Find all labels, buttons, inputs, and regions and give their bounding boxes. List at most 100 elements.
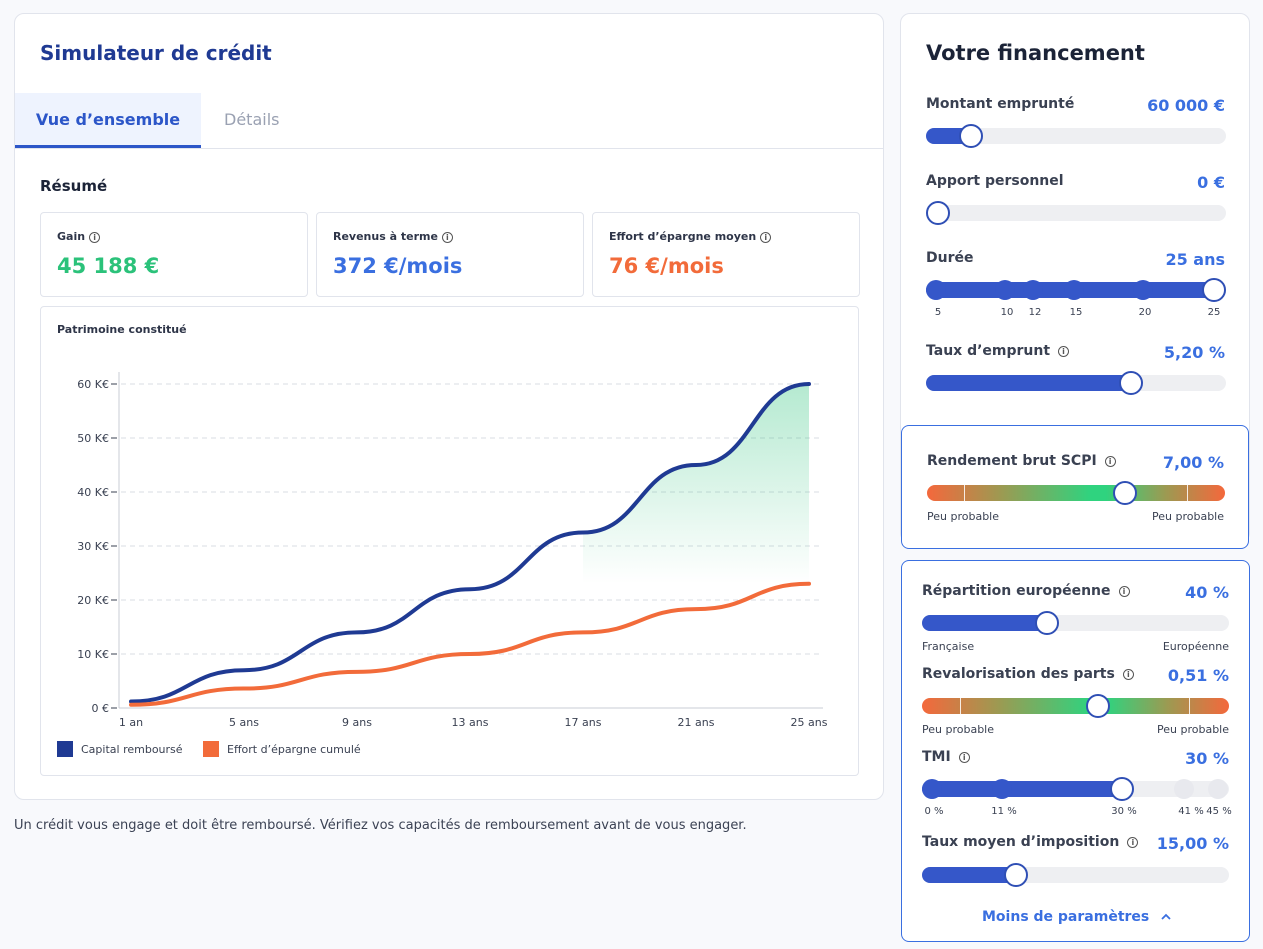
kpi-effort-value: 76 €/mois xyxy=(609,254,724,278)
tmi-value: 30 % xyxy=(1185,749,1229,768)
repartition-label-text: Répartition européenne xyxy=(922,583,1111,599)
y-tick-label: 50 K€ xyxy=(77,432,109,445)
x-tick-label: 9 ans xyxy=(342,716,372,729)
info-icon[interactable]: i xyxy=(958,751,970,763)
slider-thumb[interactable] xyxy=(959,124,983,148)
slider-thumb[interactable] xyxy=(1113,481,1137,505)
apport-value: 0 € xyxy=(1197,173,1225,192)
step-dot[interactable] xyxy=(995,280,1015,300)
chevron-up-icon xyxy=(1161,913,1171,920)
info-icon[interactable]: i xyxy=(760,231,772,243)
info-icon[interactable]: i xyxy=(89,231,101,243)
revalorisation-right-caption: Peu probable xyxy=(1157,723,1229,736)
y-tick-label: 0 € xyxy=(92,702,110,715)
chart-title: Patrimoine constitué xyxy=(57,323,187,336)
y-tick-label: 60 K€ xyxy=(77,378,109,391)
y-tick-label: 40 K€ xyxy=(77,486,109,499)
info-icon[interactable]: i xyxy=(441,231,453,243)
slider-thumb[interactable] xyxy=(926,201,950,225)
less-params-link[interactable]: Moins de paramètres xyxy=(982,909,1172,925)
slider-thumb[interactable] xyxy=(1110,777,1134,801)
chart-panel: Patrimoine constitué 0 € 10 K€ 20 K€ 30 K€ 4… xyxy=(40,306,859,776)
kpi-label-text: Gain xyxy=(57,230,86,243)
scpi-slider[interactable] xyxy=(927,481,1225,505)
info-icon[interactable]: i xyxy=(1122,668,1134,680)
kpi-label-text: Effort d’épargne moyen xyxy=(609,230,757,243)
step-dot[interactable] xyxy=(926,280,946,300)
x-tick-label: 17 ans xyxy=(565,716,602,729)
tab-details[interactable]: Détails xyxy=(224,110,280,129)
duree-tick: 25 xyxy=(1207,307,1221,318)
x-tick-label: 25 ans xyxy=(791,716,828,729)
info-icon[interactable]: i xyxy=(1118,585,1130,597)
taux-label: Taux d’emprunt i xyxy=(926,343,1070,359)
scpi-card: Rendement brut SCPI i 7,00 % Peu probable… xyxy=(901,425,1249,549)
slider-thumb[interactable] xyxy=(1086,694,1110,718)
montant-slider[interactable] xyxy=(926,124,1226,148)
taux-moyen-value: 15,00 % xyxy=(1156,834,1229,853)
x-tick-label: 1 an xyxy=(119,716,143,729)
step-dot[interactable] xyxy=(1064,280,1084,300)
duree-tick: 12 xyxy=(1028,307,1042,318)
zone-separator xyxy=(1189,698,1190,714)
step-dot[interactable] xyxy=(1174,779,1194,799)
slider-thumb[interactable] xyxy=(1004,863,1028,887)
step-dot[interactable] xyxy=(1023,280,1043,300)
less-params-label: Moins de paramètres xyxy=(982,909,1150,925)
step-dot[interactable] xyxy=(922,779,942,799)
zone-separator xyxy=(960,698,961,714)
info-icon[interactable]: i xyxy=(1058,345,1070,357)
tab-bar: Vue d’ensemble Détails xyxy=(15,93,883,149)
apport-slider[interactable] xyxy=(926,201,1226,225)
taux-moyen-label-text: Taux moyen d’imposition xyxy=(922,834,1120,850)
legend-swatch xyxy=(57,741,73,757)
zone-separator xyxy=(964,485,965,501)
tmi-label: TMI i xyxy=(922,749,970,765)
y-tick-label: 20 K€ xyxy=(77,594,109,607)
taux-slider[interactable] xyxy=(926,371,1226,395)
tmi-tick: 45 % xyxy=(1206,806,1232,817)
tmi-slider[interactable] xyxy=(922,777,1229,801)
disclaimer-text: Un crédit vous engage et doit être rembo… xyxy=(14,818,747,833)
slider-thumb[interactable] xyxy=(1035,611,1059,635)
step-dot[interactable] xyxy=(1133,280,1153,300)
revalorisation-value: 0,51 % xyxy=(1167,666,1229,685)
revalorisation-label-text: Revalorisation des parts xyxy=(922,666,1115,682)
duree-slider[interactable] xyxy=(926,278,1226,302)
y-tick-label: 30 K€ xyxy=(77,540,109,553)
summary-title: Résumé xyxy=(40,177,108,195)
kpi-label: Effort d’épargne moyen i xyxy=(609,230,772,243)
kpi-effort-card: Effort d’épargne moyen i 76 €/mois xyxy=(592,212,860,297)
revalorisation-label: Revalorisation des parts i xyxy=(922,666,1134,682)
slider-thumb[interactable] xyxy=(1119,371,1143,395)
scpi-label: Rendement brut SCPI i xyxy=(927,453,1116,469)
kpi-gain-value: 45 188 € xyxy=(57,254,160,278)
slider-fill xyxy=(922,867,1016,883)
params-card: Répartition européenne i 40 % Française E… xyxy=(901,560,1250,942)
duree-tick: 5 xyxy=(934,307,942,318)
repartition-slider[interactable] xyxy=(922,611,1229,635)
legend-label: Capital remboursé xyxy=(81,743,183,756)
revalorisation-slider[interactable] xyxy=(922,694,1229,718)
step-dot[interactable] xyxy=(992,779,1012,799)
step-dot[interactable] xyxy=(1208,779,1228,799)
taux-moyen-slider[interactable] xyxy=(922,863,1229,887)
taux-label-text: Taux d’emprunt xyxy=(926,343,1051,359)
financing-title: Votre financement xyxy=(926,41,1145,65)
tab-overview[interactable]: Vue d’ensemble xyxy=(15,93,201,148)
x-tick-label: 13 ans xyxy=(452,716,489,729)
apport-label: Apport personnel xyxy=(926,173,1064,189)
info-icon[interactable]: i xyxy=(1127,836,1139,848)
repartition-label: Répartition européenne i xyxy=(922,583,1130,599)
patrimoine-chart: 0 € 10 K€ 20 K€ 30 K€ 40 K€ 50 K€ 60 K€ 1 an 5 a… xyxy=(57,372,828,757)
kpi-label-text: Revenus à terme xyxy=(333,230,438,243)
taux-moyen-label: Taux moyen d’imposition i xyxy=(922,834,1139,850)
series-effort-line xyxy=(129,581,811,707)
slider-thumb[interactable] xyxy=(1202,278,1226,302)
scpi-label-text: Rendement brut SCPI xyxy=(927,453,1097,469)
tmi-tick: 0 % xyxy=(924,806,944,817)
slider-fill xyxy=(926,375,1131,391)
info-icon[interactable]: i xyxy=(1104,455,1116,467)
duree-tick: 10 xyxy=(1000,307,1014,318)
y-tick-label: 10 K€ xyxy=(77,648,109,661)
